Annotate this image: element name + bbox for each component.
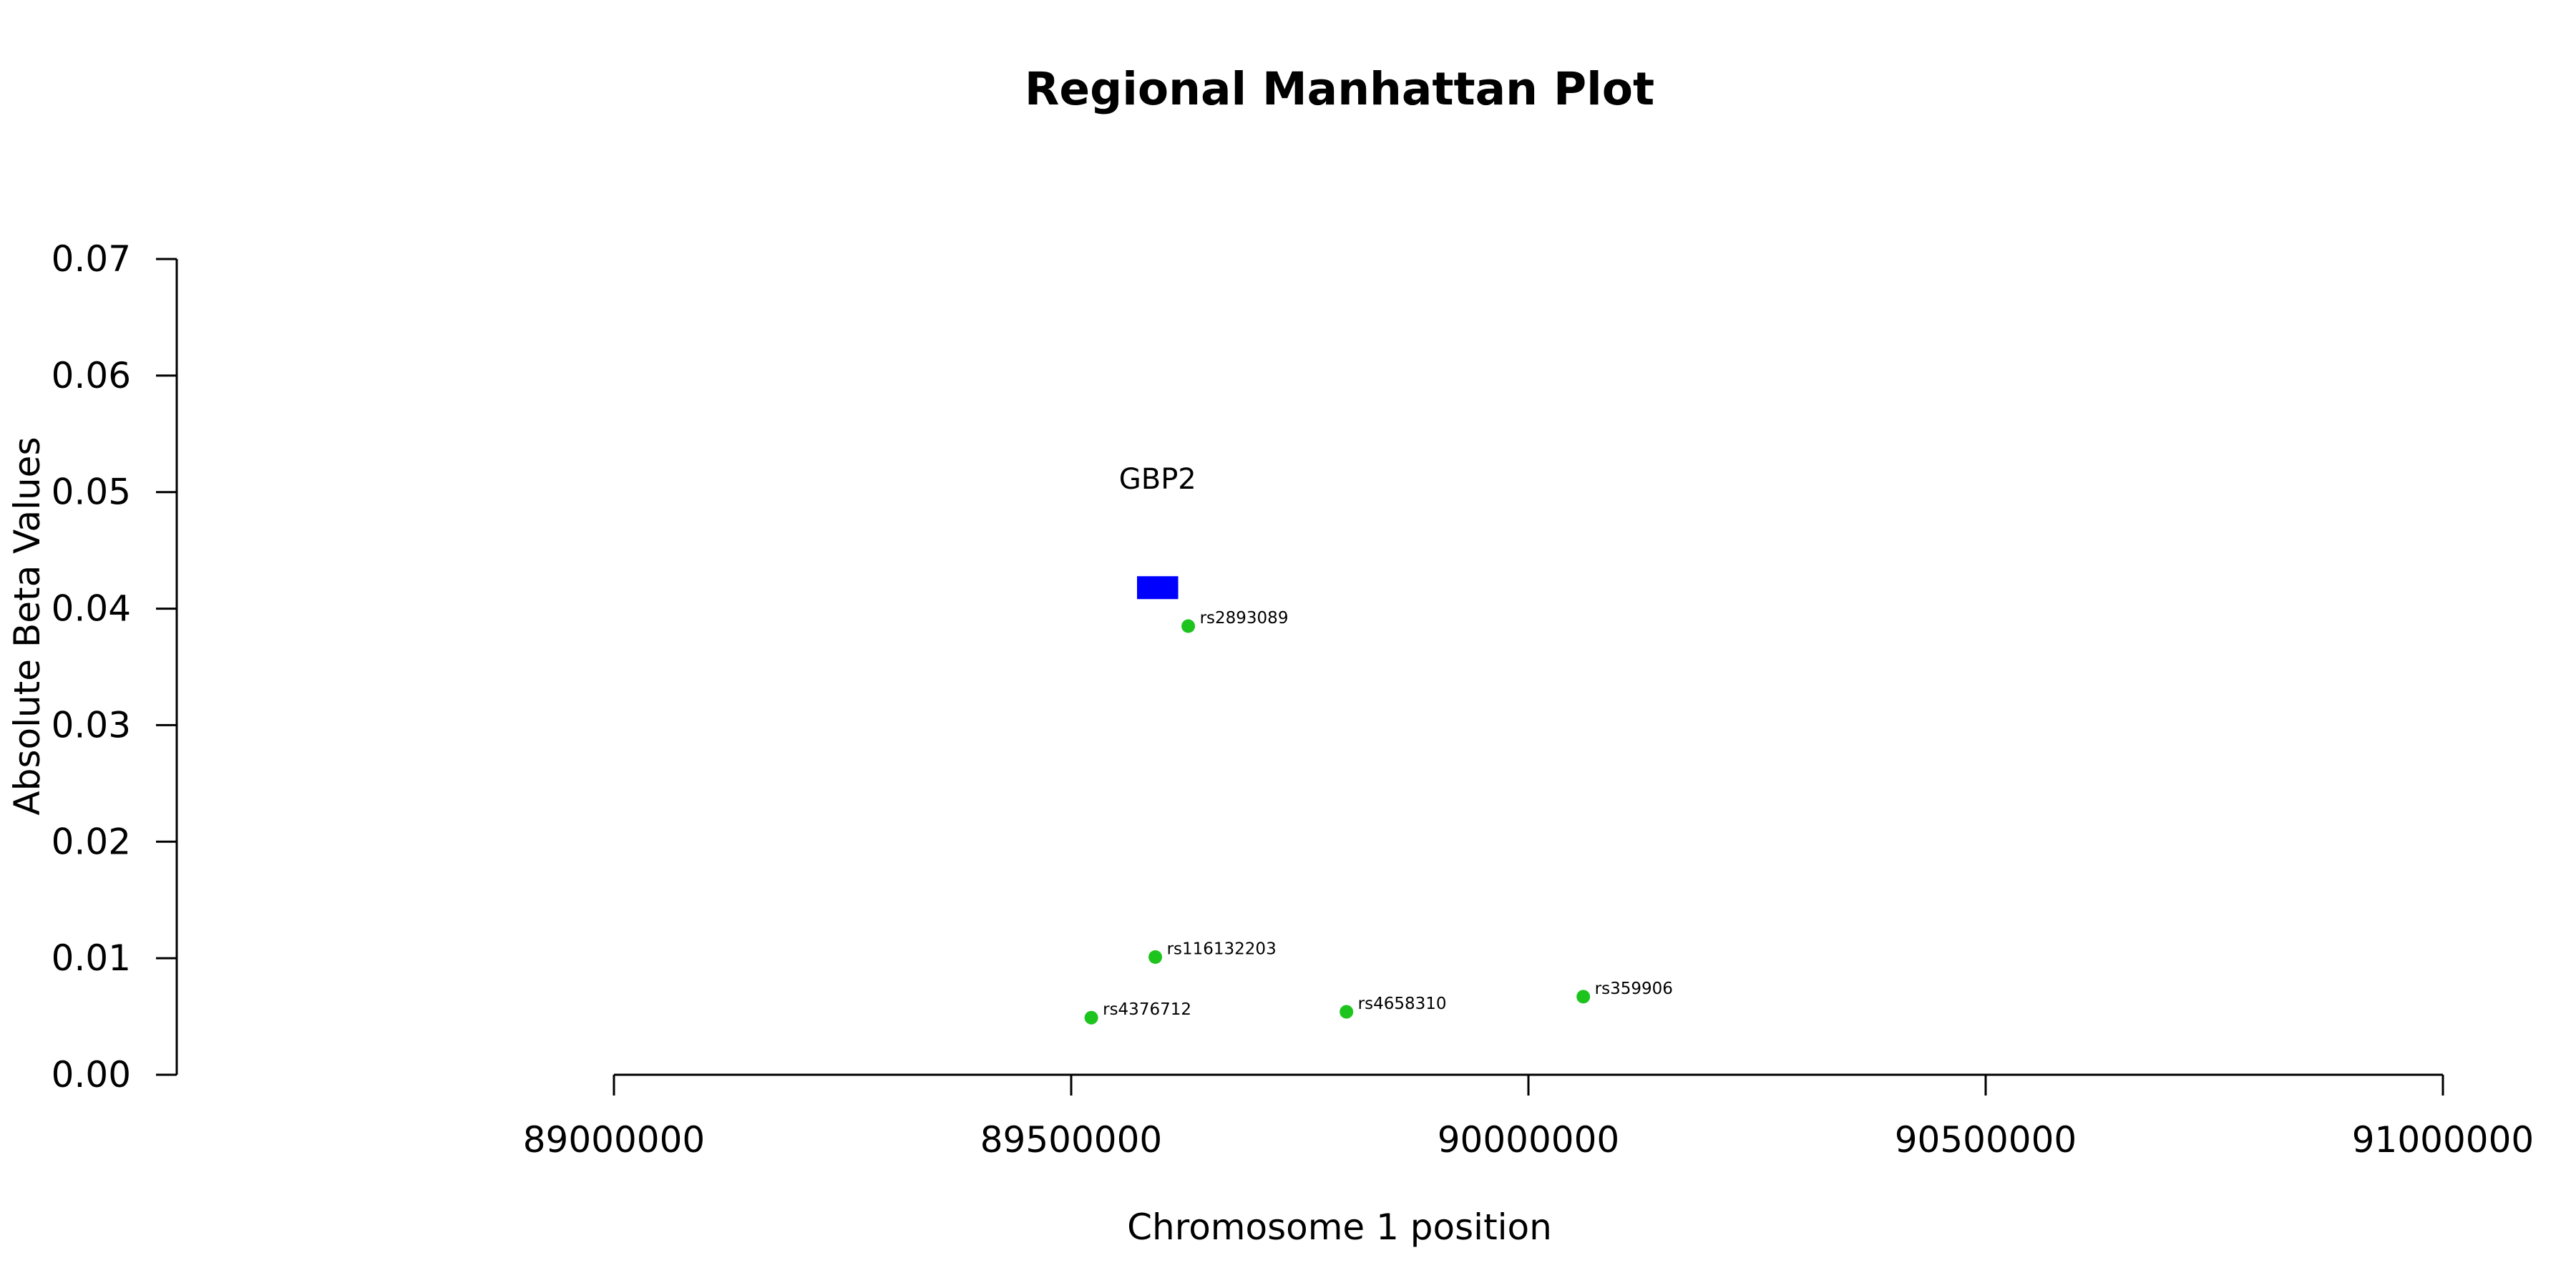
x-tick-label: 90000000 xyxy=(1438,1119,1620,1161)
x-tick-label: 89000000 xyxy=(523,1119,706,1161)
y-tick-label: 0.03 xyxy=(52,704,131,746)
x-tick-label: 90500000 xyxy=(1895,1119,2077,1161)
y-tick-label: 0.01 xyxy=(52,937,131,979)
y-tick-label: 0.07 xyxy=(52,238,131,280)
y-tick-label: 0.05 xyxy=(52,472,131,513)
snp-label: rs116132203 xyxy=(1167,940,1277,959)
y-axis: 0.00 0.01 0.02 0.03 0.04 0.05 0.06 0.07 xyxy=(52,238,178,1096)
x-tick-label: 89500000 xyxy=(980,1119,1163,1161)
snp-point xyxy=(1576,990,1591,1004)
y-tick-label: 0.04 xyxy=(52,588,131,630)
snp-label: rs359906 xyxy=(1595,980,1673,998)
gene-track: GBP2 xyxy=(1119,463,1196,600)
snp-point xyxy=(1148,950,1163,965)
y-tick-label: 0.06 xyxy=(52,355,131,396)
snp-label: rs4658310 xyxy=(1358,995,1447,1013)
snp-point xyxy=(1084,1010,1098,1025)
gene-block xyxy=(1137,576,1179,600)
x-tick-label: 91000000 xyxy=(2352,1119,2534,1161)
y-tick-label: 0.00 xyxy=(52,1054,131,1096)
snp-points: rs2893089 rs116132203 rs4376712 rs4658310 rs… xyxy=(1084,609,1673,1025)
snp-point xyxy=(1340,1005,1354,1019)
y-tick-label: 0.02 xyxy=(52,821,131,862)
chart-title: Regional Manhattan Plot xyxy=(1025,63,1654,115)
gene-label: GBP2 xyxy=(1119,463,1196,496)
snp-label: rs4376712 xyxy=(1103,1000,1191,1019)
x-axis: 89000000 89500000 90000000 90500000 91000000 xyxy=(523,1073,2534,1161)
x-axis-label: Chromosome 1 position xyxy=(1127,1206,1552,1248)
snp-label: rs2893089 xyxy=(1200,609,1289,628)
y-axis-label: Absolute Beta Values xyxy=(6,437,48,816)
snp-point xyxy=(1181,619,1196,633)
